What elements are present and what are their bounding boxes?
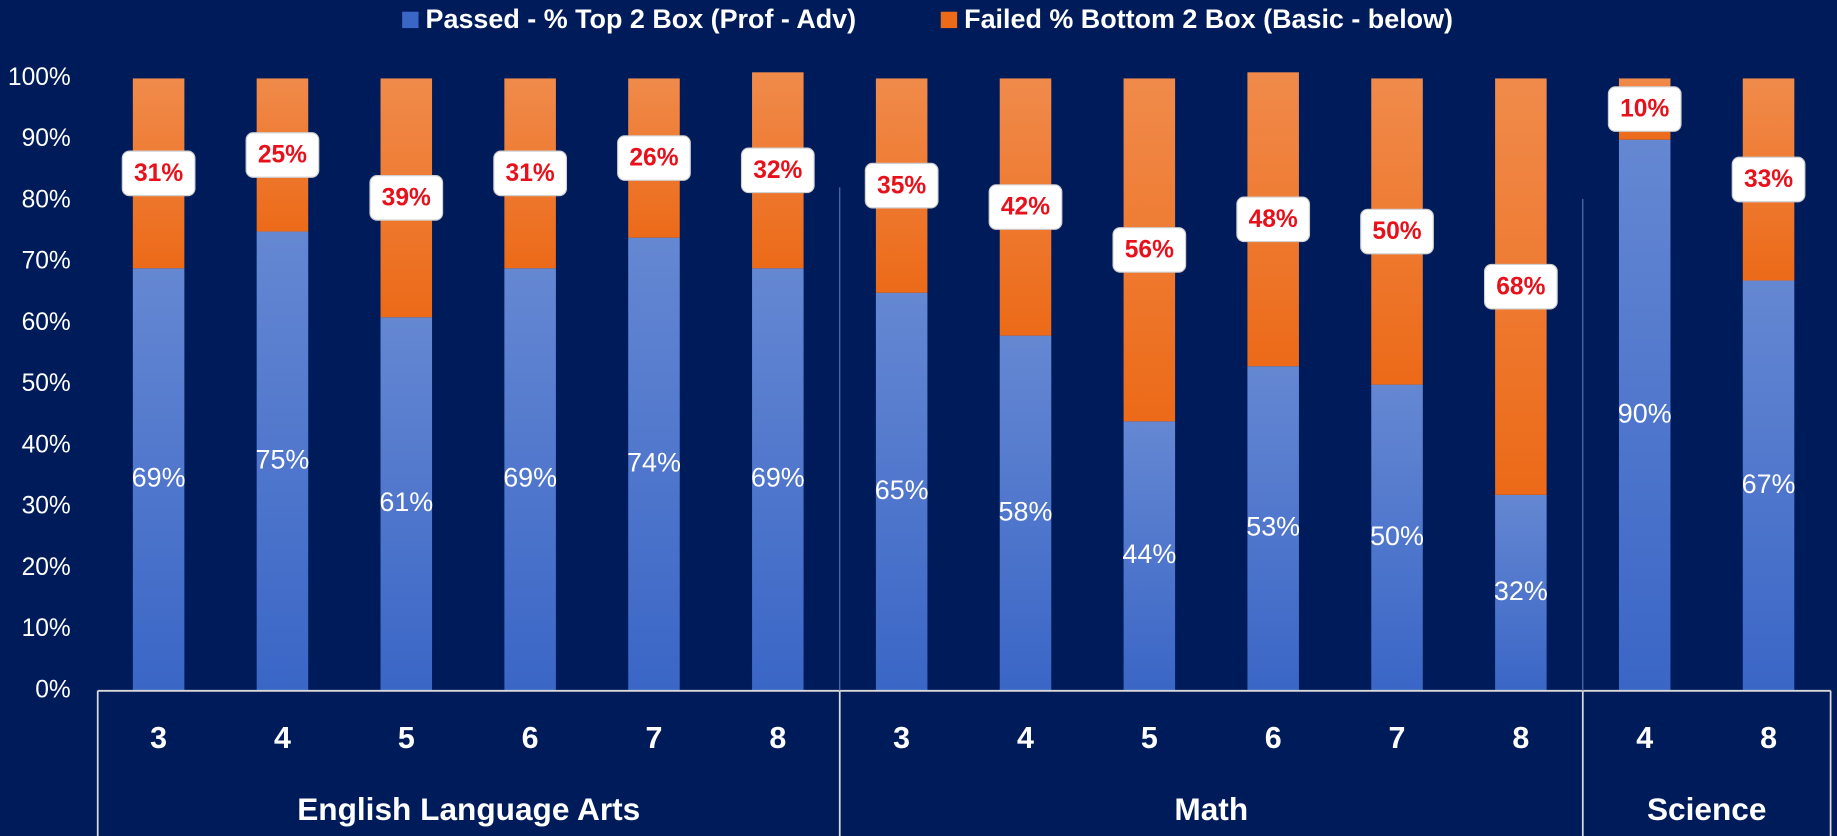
value-label: 56% (1125, 237, 1174, 264)
value-label: 42% (1001, 194, 1050, 221)
label-box (121, 150, 196, 197)
label-box (1236, 196, 1311, 243)
value-label: 69% (751, 463, 805, 493)
bar-shine (1123, 421, 1176, 691)
y-tick-label: 40% (22, 431, 71, 458)
x-tick-label: 6 (522, 721, 539, 755)
value-label: 10% (1620, 96, 1669, 123)
value-label: 58% (999, 496, 1053, 526)
value-label: 44% (1122, 539, 1176, 569)
value-label: 67% (1742, 469, 1796, 499)
bar-shine (752, 268, 804, 691)
x-tick-label: 4 (1017, 721, 1034, 755)
value-label: 31% (134, 160, 183, 187)
legend-swatch (402, 11, 419, 29)
group-label: Math (1174, 791, 1248, 827)
bar-shine (1371, 384, 1423, 691)
x-tick-label: 7 (646, 721, 663, 755)
y-tick-label: 60% (22, 309, 71, 336)
value-label: 53% (1246, 512, 1300, 542)
value-label: 75% (256, 444, 310, 474)
y-tick-label: 80% (22, 186, 71, 213)
bar-shine (999, 335, 1052, 691)
legend-label: Failed % Bottom 2 Box (Basic - below) (964, 4, 1453, 34)
x-tick-label: 4 (1636, 721, 1653, 755)
x-tick-label: 5 (1141, 721, 1158, 755)
value-label: 32% (1494, 576, 1548, 606)
y-tick-label: 10% (22, 615, 71, 642)
value-label: 33% (1744, 166, 1793, 193)
x-tick-label: 6 (1265, 721, 1282, 755)
y-tick-label: 30% (22, 493, 71, 520)
bar-shine (380, 317, 433, 691)
label-box (988, 184, 1063, 230)
label-box (1731, 156, 1806, 203)
label-box (864, 162, 939, 209)
bar-shine (1618, 139, 1671, 691)
x-tick-label: 5 (398, 721, 415, 755)
legend-swatch (940, 11, 958, 29)
bar-shine (875, 292, 928, 691)
value-label: 48% (1249, 206, 1298, 233)
y-tick-label: 100% (8, 64, 71, 91)
bar-shine (1247, 366, 1299, 691)
label-box (369, 175, 444, 221)
x-tick-label: 7 (1389, 721, 1406, 755)
legend-label: Passed - % Top 2 Box (Prof - Adv) (426, 4, 857, 34)
label-box (493, 150, 568, 197)
value-label: 31% (506, 160, 555, 187)
bar-shine (628, 237, 680, 691)
label-box (1483, 263, 1558, 310)
x-tick-label: 3 (150, 721, 167, 755)
x-tick-label: 8 (1760, 721, 1777, 755)
bar-shine (504, 268, 556, 691)
value-label: 35% (877, 172, 926, 199)
y-tick-label: 20% (22, 554, 71, 581)
y-tick-label: 70% (22, 248, 71, 275)
x-tick-label: 8 (1512, 721, 1529, 755)
bar-shine (1742, 280, 1795, 691)
value-label: 50% (1370, 521, 1424, 551)
x-tick-label: 3 (893, 721, 910, 755)
y-tick-label: 0% (35, 676, 71, 703)
value-label: 26% (629, 145, 678, 172)
x-tick-label: 4 (274, 721, 291, 755)
value-label: 39% (382, 185, 431, 212)
value-label: 90% (1618, 398, 1672, 428)
y-tick-label: 50% (22, 370, 71, 397)
label-box (245, 132, 320, 178)
label-box (617, 135, 691, 181)
bar-shine (132, 268, 185, 691)
label-box (1607, 86, 1682, 132)
value-label: 25% (258, 142, 307, 169)
label-box (740, 147, 815, 194)
value-label: 69% (503, 463, 557, 493)
bar-shine (256, 231, 309, 691)
group-label: English Language Arts (297, 791, 640, 827)
label-box (1112, 227, 1187, 273)
value-label: 50% (1372, 218, 1421, 245)
value-label: 69% (132, 463, 186, 493)
value-label: 61% (379, 487, 433, 517)
value-label: 32% (753, 157, 802, 184)
y-tick-label: 90% (22, 125, 71, 152)
x-tick-label: 8 (769, 721, 786, 755)
bar-shine (1495, 494, 1547, 691)
group-label: Science (1647, 791, 1767, 827)
value-label: 68% (1496, 273, 1545, 300)
value-label: 65% (875, 475, 929, 505)
label-box (1360, 208, 1434, 255)
value-label: 74% (627, 447, 681, 477)
